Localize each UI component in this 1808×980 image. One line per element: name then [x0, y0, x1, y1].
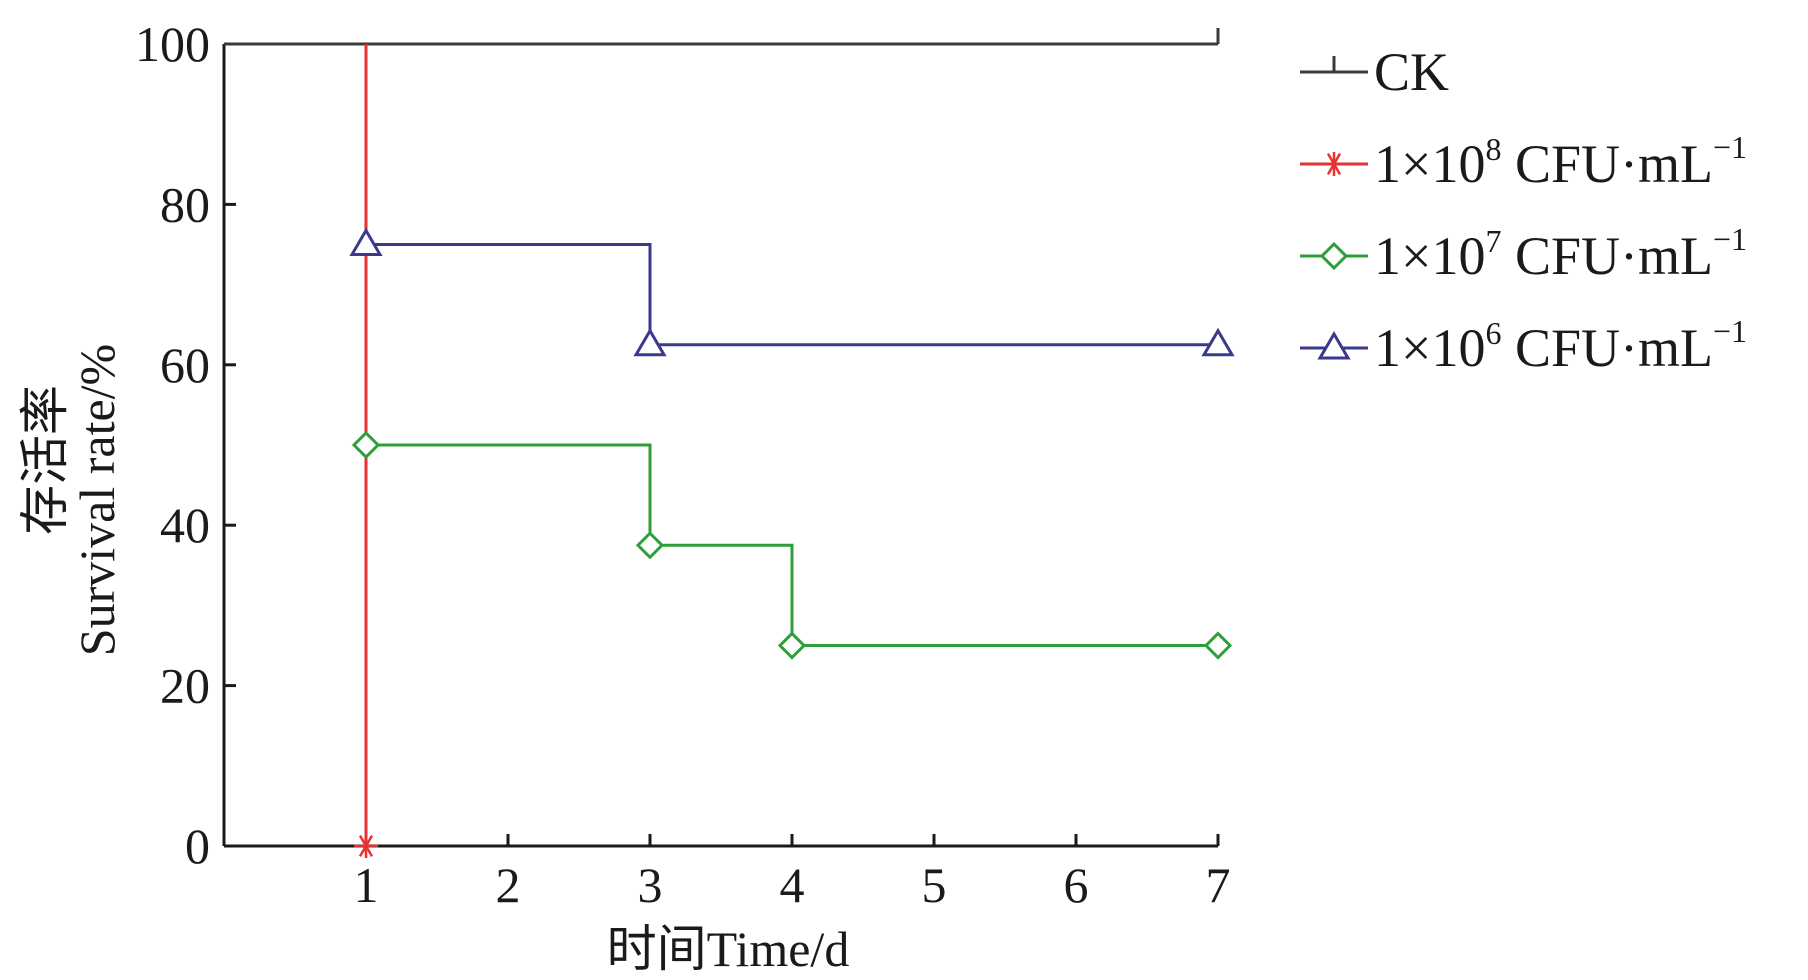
y-tick-label: 60 [160, 337, 210, 393]
legend-label-base: 1×10 [1374, 134, 1485, 194]
series-layer [224, 28, 1235, 858]
asterisk-marker [354, 834, 378, 858]
y-tick-label: 0 [185, 818, 210, 874]
diamond-marker [1319, 241, 1349, 271]
legend-label-unit-exponent: −1 [1713, 313, 1747, 349]
triangle-marker [633, 327, 667, 357]
x-axis-title: 时间Time/d [607, 921, 850, 977]
x-tick-label: 2 [496, 857, 521, 913]
diamond-marker [1203, 631, 1233, 660]
legend-label-base: CK [1374, 42, 1449, 102]
y-tick-label: 40 [160, 497, 210, 553]
asterisk-marker [1322, 152, 1346, 176]
diamond-marker [777, 631, 807, 660]
legend-item-s1e6: 1×106 CFU·mL−1 [1300, 313, 1747, 378]
legend: CK1×108 CFU·mL−11×107 CFU·mL−11×106 CFU·… [1300, 42, 1747, 378]
legend-label: 1×106 CFU·mL−1 [1374, 313, 1747, 378]
legend-label-base: 1×10 [1374, 318, 1485, 378]
x-tick-label: 4 [780, 857, 805, 913]
diamond-marker [635, 531, 665, 560]
legend-label-exponent: 7 [1485, 223, 1501, 259]
series-line-s1e6 [366, 243, 1218, 347]
series-ck [224, 28, 1220, 46]
x-tick-label: 3 [638, 857, 663, 913]
legend-label-exponent: 6 [1485, 315, 1501, 351]
legend-label: 1×107 CFU·mL−1 [1374, 221, 1747, 286]
legend-label: CK [1374, 42, 1449, 102]
diamond-marker [351, 430, 381, 460]
axes [222, 42, 1220, 848]
legend-item-ck: CK [1300, 42, 1449, 102]
legend-item-s1e8: 1×108 CFU·mL−1 [1300, 129, 1747, 194]
legend-item-s1e7: 1×107 CFU·mL−1 [1300, 221, 1747, 286]
x-tick-label: 5 [922, 857, 947, 913]
legend-label-base: 1×10 [1374, 226, 1485, 286]
y-tick-label: 100 [135, 16, 210, 72]
legend-label-unit: CFU·mL [1501, 318, 1713, 378]
x-tick-label: 1 [354, 857, 379, 913]
legend-label-unit-exponent: −1 [1713, 129, 1747, 165]
x-tick-label: 7 [1206, 857, 1231, 913]
y-tick-label: 80 [160, 176, 210, 232]
series-s1e6 [349, 227, 1235, 357]
triangle-marker [1201, 327, 1235, 357]
x-tick-label: 6 [1064, 857, 1089, 913]
legend-label-unit-exponent: −1 [1713, 221, 1747, 257]
y-axis-title-cn: 存活率 [17, 385, 73, 535]
legend-label-unit: CFU·mL [1501, 226, 1713, 286]
legend-label: 1×108 CFU·mL−1 [1374, 129, 1747, 194]
triangle-marker [349, 227, 383, 256]
legend-label-exponent: 8 [1485, 131, 1501, 167]
y-axis-title: 存活率 Survival rate/% [17, 344, 125, 656]
triangle-marker [1317, 331, 1351, 360]
y-axis-title-en: Survival rate/% [69, 344, 125, 656]
y-tick-label: 20 [160, 658, 210, 714]
legend-label-unit: CFU·mL [1501, 134, 1713, 194]
series-line-s1e7 [366, 443, 1218, 647]
y-tick-labels: 0 20 40 60 80 100 [135, 16, 210, 874]
x-tick-labels: 1 2 3 4 5 6 7 [354, 857, 1231, 913]
series-s1e7 [351, 430, 1233, 660]
